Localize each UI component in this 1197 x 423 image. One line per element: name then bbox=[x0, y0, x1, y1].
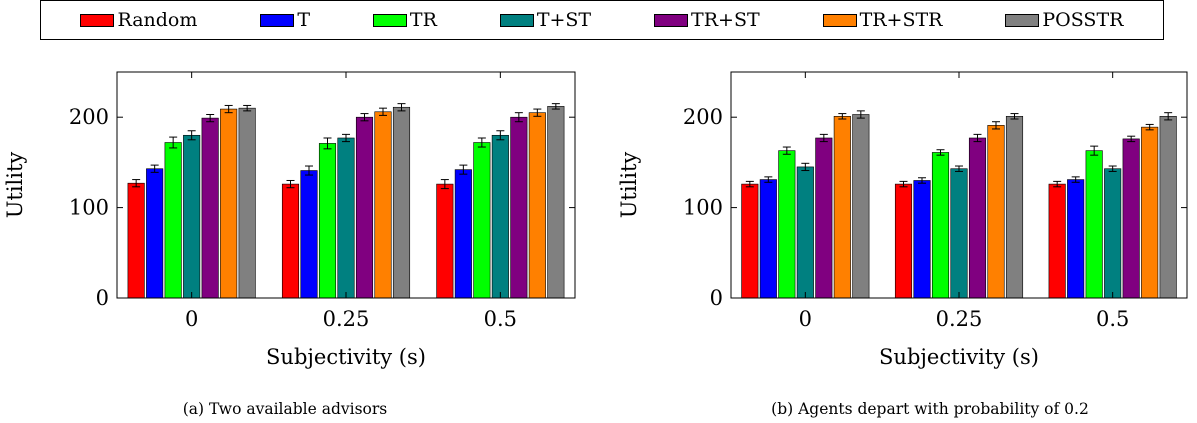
legend-label: T+ST bbox=[536, 9, 592, 31]
bar bbox=[127, 182, 145, 299]
legend-entry-5: TR+STR bbox=[822, 9, 943, 31]
legend-label: TR bbox=[409, 9, 437, 31]
bar bbox=[950, 168, 968, 299]
y-axis-label: Utility bbox=[617, 152, 641, 219]
bar bbox=[392, 106, 411, 299]
legend-entry-4: TR+ST bbox=[654, 9, 760, 31]
y-tick-label: 200 bbox=[69, 105, 109, 129]
bar bbox=[759, 179, 777, 299]
legend-entry-6: POSSTR bbox=[1005, 9, 1123, 31]
bar bbox=[164, 142, 182, 299]
legend-label: Random bbox=[117, 9, 198, 31]
bar bbox=[454, 169, 472, 299]
bar bbox=[491, 134, 509, 299]
legend-entry-2: TR bbox=[372, 9, 437, 31]
bar bbox=[1104, 168, 1122, 299]
bar bbox=[1122, 138, 1140, 299]
bar bbox=[318, 143, 337, 299]
legend-swatch bbox=[654, 13, 689, 27]
y-tick-label: 0 bbox=[96, 286, 109, 310]
bar bbox=[741, 183, 759, 299]
legend-label: T bbox=[297, 9, 310, 31]
bar bbox=[1005, 115, 1024, 299]
bar bbox=[931, 152, 950, 299]
bar bbox=[547, 106, 565, 299]
y-tick-label: 0 bbox=[710, 286, 723, 310]
bar bbox=[968, 137, 987, 299]
legend-entry-1: T bbox=[260, 9, 310, 31]
x-tick-label: 0.25 bbox=[936, 307, 983, 331]
legend-label: TR+ST bbox=[691, 9, 760, 31]
bar bbox=[300, 170, 318, 299]
y-axis-label: Utility bbox=[3, 152, 27, 219]
y-tick-label: 100 bbox=[683, 196, 723, 220]
bar bbox=[1159, 115, 1177, 299]
bar bbox=[220, 108, 238, 299]
bar bbox=[913, 180, 931, 299]
bar bbox=[1067, 179, 1085, 299]
legend-swatch bbox=[1005, 13, 1040, 27]
bar bbox=[796, 166, 814, 299]
bar bbox=[778, 150, 796, 299]
bar bbox=[183, 134, 201, 299]
legend-entry-3: T+ST bbox=[499, 9, 592, 31]
x-tick-label: 0 bbox=[799, 307, 812, 331]
bar bbox=[374, 111, 392, 299]
bar bbox=[238, 107, 256, 299]
bar bbox=[473, 142, 491, 299]
legend-swatch bbox=[499, 13, 534, 27]
bar bbox=[1085, 150, 1103, 299]
bar bbox=[894, 183, 913, 299]
x-tick-label: 0.5 bbox=[484, 307, 517, 331]
bar bbox=[987, 125, 1005, 299]
legend-swatch bbox=[260, 13, 295, 27]
y-tick-label: 200 bbox=[683, 105, 723, 129]
legend: Random T TR T+ST TR+ST TR+STR POSSTR bbox=[40, 0, 1164, 40]
legend-label: POSSTR bbox=[1042, 9, 1124, 31]
bar bbox=[852, 114, 870, 299]
legend-swatch bbox=[372, 13, 407, 27]
x-tick-label: 0 bbox=[185, 307, 198, 331]
caption-a: (a) Two available advisors bbox=[182, 400, 388, 418]
x-axis-label: Subjectivity (s) bbox=[879, 345, 1039, 369]
bar bbox=[436, 183, 454, 299]
bar bbox=[815, 137, 833, 299]
legend-label: TR+STR bbox=[859, 9, 943, 31]
bar bbox=[355, 116, 374, 299]
legend-entry-0: Random bbox=[80, 9, 197, 31]
x-tick-label: 0.5 bbox=[1096, 307, 1129, 331]
bar bbox=[201, 117, 219, 299]
x-tick-label: 0.25 bbox=[323, 307, 370, 331]
chart-panel-1: 0 100 200 0 0.25 0.5 Subjectivity (s) Utility bbox=[617, 71, 1188, 369]
bar bbox=[281, 183, 300, 299]
chart-panel-0: 0 100 200 0 0.25 0.5 Subjectivity (s) Utility bbox=[3, 71, 576, 369]
y-tick-label: 100 bbox=[69, 196, 109, 220]
x-axis-label: Subjectivity (s) bbox=[266, 345, 426, 369]
bar bbox=[1141, 126, 1159, 299]
bar bbox=[146, 168, 164, 299]
bar bbox=[510, 116, 528, 299]
bar bbox=[528, 112, 546, 299]
legend-swatch bbox=[822, 13, 857, 27]
bar bbox=[337, 137, 355, 299]
bar bbox=[833, 115, 851, 299]
bar bbox=[1048, 183, 1066, 299]
legend-swatch bbox=[80, 13, 115, 27]
caption-b: (b) Agents depart with probability of 0.… bbox=[771, 400, 1089, 418]
